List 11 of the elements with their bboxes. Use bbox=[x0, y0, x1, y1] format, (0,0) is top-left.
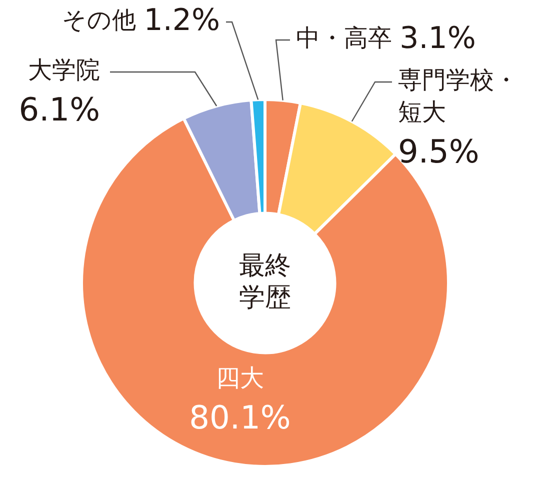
slice-label: 四大 bbox=[216, 364, 264, 392]
data-label: 6.1% bbox=[18, 90, 100, 128]
data-label: 1.2% bbox=[144, 2, 220, 38]
slice-label: 中・高卒 bbox=[296, 24, 392, 52]
data-label: 9.5% bbox=[398, 132, 480, 170]
slice-label: 大学院 bbox=[28, 56, 100, 84]
slice-label: 専門学校・短大 bbox=[398, 66, 518, 126]
data-label: 80.1% bbox=[189, 398, 291, 436]
data-label: 3.1% bbox=[400, 20, 476, 56]
slice-label: その他 bbox=[62, 6, 136, 34]
text: 最終学歴 bbox=[239, 250, 291, 313]
